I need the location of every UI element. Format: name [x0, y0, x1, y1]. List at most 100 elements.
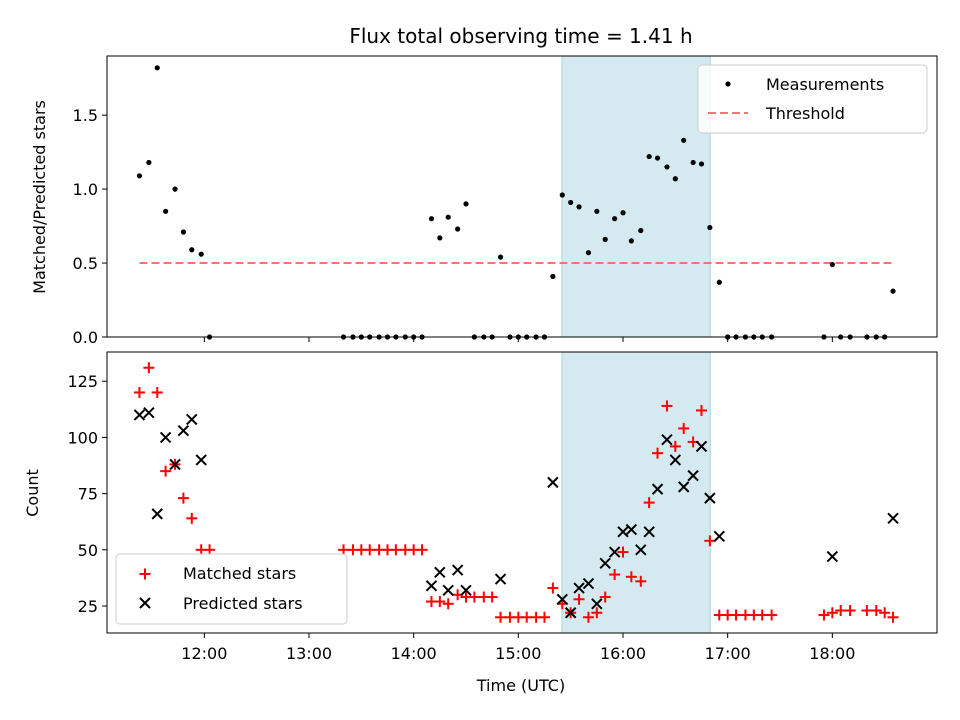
x-tick-label: 15:00 — [495, 644, 541, 663]
matched-star-point — [678, 422, 690, 434]
measurement-point — [681, 137, 687, 143]
matched-star-point — [730, 609, 742, 621]
predicted-star-point — [651, 483, 664, 495]
legend-predicted-marker — [139, 597, 151, 609]
matched-star-point — [338, 544, 350, 556]
predicted-star-point — [678, 481, 690, 493]
predicted-star-point — [669, 454, 682, 466]
measurement-point — [646, 153, 652, 160]
predicted-star-point — [695, 440, 708, 453]
matched-star-point — [539, 611, 551, 623]
y-tick-label: 75 — [78, 485, 98, 504]
measurement-point — [698, 161, 705, 167]
predicted-star-point — [625, 523, 638, 536]
y-tick-label: 0.0 — [73, 328, 98, 347]
matched-star-point — [887, 611, 899, 623]
matched-star-point — [818, 609, 830, 621]
matched-star-point — [547, 582, 559, 594]
matched-star-point — [434, 596, 446, 608]
y-tick-label: 50 — [78, 541, 98, 560]
predicted-star-point — [451, 564, 464, 576]
measurement-point — [445, 214, 451, 220]
x-tick-label: 16:00 — [600, 644, 646, 663]
predicted-star-point — [826, 550, 839, 563]
measurement-point — [707, 224, 713, 231]
axes-frame — [106, 55, 938, 338]
measurement-point — [189, 247, 195, 253]
predicted-star-point — [713, 530, 726, 543]
predicted-star-point — [687, 469, 699, 482]
matched-star-point — [844, 605, 856, 617]
matched-star-point — [186, 512, 198, 524]
measurement-point — [455, 226, 461, 232]
x-tick-label: 17:00 — [705, 644, 751, 663]
count-panel: 25 50 75 100 125 12:00 13:00 14:00 15:00 16:00 17:… — [67, 351, 938, 663]
matched-star-point — [364, 544, 376, 556]
y-tick-label: 1.5 — [73, 106, 98, 125]
predicted-star-point — [704, 492, 716, 504]
measurement-point — [163, 208, 169, 214]
measurement-point — [672, 176, 678, 182]
predicted-star-point — [635, 544, 647, 556]
legend-box — [697, 64, 928, 134]
predicted-star-point — [195, 454, 207, 466]
measurement-point — [829, 261, 835, 268]
x-tick-label: 13:00 — [286, 644, 332, 663]
chart-title: Flux total observing time = 1.41 h — [349, 24, 692, 48]
predicted-star-point — [661, 433, 673, 446]
measurement-point — [585, 250, 592, 256]
matched-star-point — [416, 544, 428, 556]
matched-star-point — [835, 605, 847, 617]
measurement-point — [628, 238, 634, 244]
matched-star-point — [635, 575, 647, 587]
measurement-point — [136, 173, 143, 179]
matched-star-point — [704, 535, 716, 547]
measurement-point — [716, 279, 722, 285]
matched-star-point — [617, 546, 629, 558]
matched-star-point — [826, 607, 838, 619]
legend-top: Measurements Threshold — [697, 64, 928, 134]
matched-star-point — [442, 598, 454, 610]
x-axis-label: Time (UTC) — [476, 676, 565, 695]
measurement-point — [463, 201, 469, 207]
predicted-star-point — [442, 584, 454, 596]
predicted-star-point — [591, 598, 603, 610]
matched-star-point — [599, 591, 611, 603]
matched-star-point — [151, 386, 163, 398]
predicted-star-point — [564, 607, 577, 619]
measurement-point — [198, 251, 204, 257]
matched-star-point — [625, 571, 637, 583]
x-tick-label: 12:00 — [181, 644, 227, 663]
matched-star-point — [573, 593, 585, 605]
measurement-point — [497, 254, 504, 260]
predicted-star-point — [460, 584, 472, 596]
measurement-point — [576, 204, 582, 210]
measurement-point — [602, 236, 608, 242]
predicted-star-point — [599, 557, 611, 570]
predicted-star-point — [434, 566, 446, 579]
predicted-star-point — [177, 424, 190, 437]
predicted-star-point — [159, 431, 172, 444]
predicted-star-point — [186, 413, 198, 426]
measurement-point — [146, 159, 152, 166]
matched-star-point — [486, 591, 498, 603]
x-tick-label: 14:00 — [391, 644, 437, 663]
measurement-point — [428, 216, 435, 222]
highlight-span — [561, 55, 711, 338]
measurement-point — [638, 227, 644, 234]
matched-star-point — [652, 447, 664, 459]
measurement-point — [437, 235, 443, 241]
matched-star-point — [661, 400, 673, 412]
matched-star-point — [160, 465, 172, 477]
y-tick-label: 100 — [67, 428, 98, 447]
predicted-star-point — [143, 406, 155, 419]
predicted-star-point — [556, 593, 569, 605]
y-tick-label: 25 — [78, 597, 98, 616]
matched-star-point — [766, 609, 778, 621]
matched-star-point — [204, 544, 216, 556]
legend-measurement-marker — [725, 81, 731, 87]
predicted-star-point — [151, 508, 163, 520]
legend-label-threshold: Threshold — [765, 104, 845, 123]
legend-bottom: Matched stars Predicted stars — [115, 553, 348, 625]
matched-star-point — [696, 404, 708, 416]
